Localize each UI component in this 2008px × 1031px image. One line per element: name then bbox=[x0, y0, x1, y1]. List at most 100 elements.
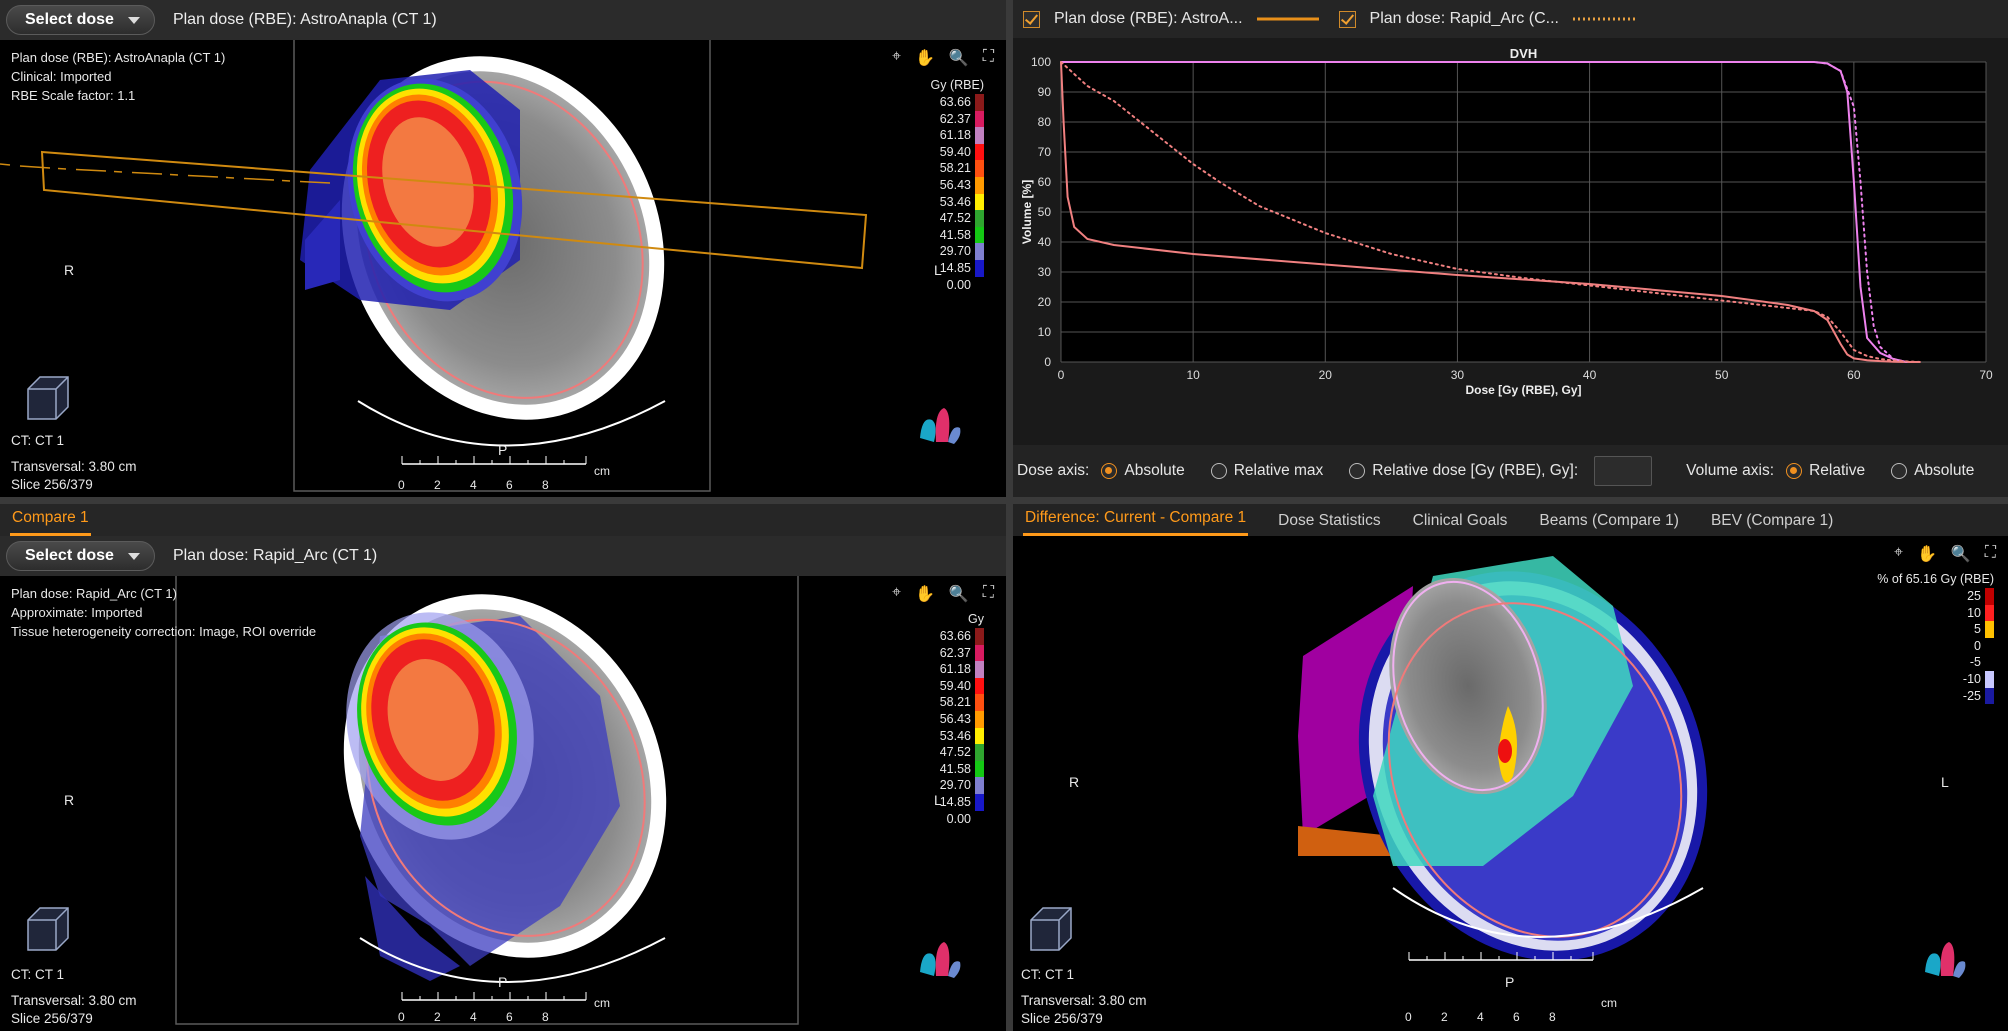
tab-beams[interactable]: Beams (Compare 1) bbox=[1539, 512, 1679, 529]
select-dose-dropdown[interactable]: Select dose bbox=[6, 5, 155, 35]
zoom-icon[interactable]: 🔍 bbox=[1950, 546, 1971, 563]
dose-option-absolute[interactable]: Absolute bbox=[1101, 462, 1185, 480]
series-2-checkbox[interactable] bbox=[1338, 10, 1356, 28]
info-line: Approximate: Imported bbox=[11, 605, 143, 620]
radio-volume-absolute[interactable] bbox=[1891, 463, 1908, 479]
primary-dose-view[interactable]: Select dose Plan dose (RBE): AstroAnapla… bbox=[0, 0, 1006, 497]
radio-dose-relative-dose[interactable] bbox=[1349, 463, 1366, 479]
legend-rows: 63.66 62.37 61.18 59.40 58.21 56.43 53.46 47.52… bbox=[931, 94, 984, 294]
legend-swatch bbox=[975, 677, 984, 695]
radio-dose-relative-max[interactable] bbox=[1210, 463, 1227, 479]
fit-expand-icon[interactable]: ⛶ bbox=[982, 48, 994, 65]
fit-expand-icon[interactable]: ⛶ bbox=[982, 584, 994, 601]
legend-swatch bbox=[975, 710, 984, 728]
tab-difference[interactable]: Difference: Current - Compare 1 bbox=[1023, 509, 1249, 536]
legend-value: -10 bbox=[1962, 671, 1981, 686]
couch-arc bbox=[359, 937, 666, 983]
info-line: Plan dose: Rapid_Arc (CT 1) bbox=[11, 586, 177, 601]
vertical-splitter[interactable] bbox=[1006, 0, 1013, 1031]
select-dose-dropdown[interactable]: Select dose bbox=[6, 541, 155, 571]
compare-view-toolbar: Select dose Plan dose: Rapid_Arc (CT 1) bbox=[0, 536, 1006, 576]
relative-dose-input[interactable] bbox=[1594, 456, 1653, 486]
legend-row: 0 bbox=[1877, 637, 1994, 655]
x-tick-label: 70 bbox=[1979, 368, 1993, 382]
pan-hand-icon[interactable]: ✋ bbox=[914, 586, 935, 603]
dvh-chart[interactable]: 0 10 20 30 40 50 60 70 0 10 20 30 40 50 60 70 80 90 100 DVH… bbox=[1013, 40, 2008, 445]
ct-slice-image[interactable] bbox=[0, 40, 1006, 497]
pan-hand-icon[interactable]: ✋ bbox=[914, 50, 935, 67]
transversal-label: Transversal: 3.80 cm bbox=[11, 459, 137, 474]
horizontal-splitter[interactable] bbox=[0, 497, 2008, 504]
legend-row: 58.21 bbox=[931, 160, 984, 177]
dose-option-relative-max[interactable]: Relative max bbox=[1210, 462, 1323, 480]
option-label: Relative bbox=[1809, 462, 1866, 479]
legend-row: 63.66 bbox=[931, 94, 984, 111]
difference-view[interactable]: Difference: Current - Compare 1 Dose Sta… bbox=[1013, 504, 2008, 1031]
y-tick-label: 80 bbox=[1038, 115, 1052, 129]
orientation-cube-icon[interactable] bbox=[1025, 904, 1077, 956]
scale-bar bbox=[1408, 952, 1594, 961]
zoom-icon[interactable]: 🔍 bbox=[948, 586, 969, 603]
compare-dose-view[interactable]: Compare 1 Select dose Plan dose: Rapid_A… bbox=[0, 504, 1006, 1031]
couch-arc bbox=[357, 400, 666, 447]
tab-compare-1[interactable]: Compare 1 bbox=[10, 509, 91, 536]
info-line: Tissue heterogeneity correction: Image, … bbox=[11, 624, 317, 639]
difference-positive-10 bbox=[1498, 739, 1512, 763]
radio-dose-absolute[interactable] bbox=[1101, 463, 1118, 479]
legend-swatch bbox=[975, 727, 984, 745]
legend-value: 58.21 bbox=[939, 695, 971, 710]
legend-value: 58.21 bbox=[939, 161, 971, 176]
ct-slice-image[interactable] bbox=[0, 576, 1006, 1031]
fit-expand-icon[interactable]: ⛶ bbox=[1984, 544, 1996, 561]
legend-row: 62.37 bbox=[940, 644, 984, 662]
legend-row: 56.43 bbox=[931, 176, 984, 194]
legend-value: 0.00 bbox=[946, 811, 971, 826]
tab-bev[interactable]: BEV (Compare 1) bbox=[1710, 512, 1834, 529]
chart-title: DVH bbox=[1510, 46, 1537, 61]
legend-row: 41.58 bbox=[931, 226, 984, 244]
series-1-checkbox[interactable] bbox=[1023, 10, 1040, 28]
crosshair-tool-icon[interactable]: ⌖ bbox=[1893, 544, 1903, 561]
crosshair-tool-icon[interactable]: ⌖ bbox=[891, 48, 901, 65]
tab-clinical-goals[interactable]: Clinical Goals bbox=[1412, 512, 1508, 529]
volume-option-relative[interactable]: Relative bbox=[1786, 462, 1865, 480]
scale-tick: 8 bbox=[1549, 1010, 1556, 1024]
legend-value: 25 bbox=[1967, 589, 1981, 603]
x-tick-label: 10 bbox=[1186, 368, 1200, 382]
legend-swatch bbox=[975, 160, 984, 177]
legend-swatch bbox=[975, 110, 984, 128]
legend-row: 62.37 bbox=[931, 110, 984, 128]
option-label: Absolute bbox=[1124, 462, 1185, 479]
legend-row: -5 bbox=[1877, 654, 1994, 671]
legend-row: 0.00 bbox=[940, 810, 984, 828]
scale-tick: 4 bbox=[470, 1010, 477, 1024]
legend-swatch bbox=[975, 226, 984, 244]
scale-tick: 0 bbox=[398, 478, 405, 492]
orientation-cube-icon[interactable] bbox=[22, 904, 74, 956]
zoom-icon[interactable]: 🔍 bbox=[948, 50, 969, 67]
legend-swatch bbox=[1985, 637, 1994, 655]
body-contour bbox=[1387, 602, 1683, 938]
tab-dose-statistics[interactable]: Dose Statistics bbox=[1278, 512, 1381, 529]
app-logo-icon bbox=[920, 408, 961, 444]
pan-hand-icon[interactable]: ✋ bbox=[1916, 546, 1937, 563]
legend-swatch bbox=[1985, 670, 1994, 688]
difference-image[interactable] bbox=[1013, 536, 2008, 1031]
radio-volume-relative[interactable] bbox=[1786, 463, 1803, 479]
legend-value: 41.58 bbox=[939, 761, 971, 776]
y-tick-label: 60 bbox=[1038, 175, 1052, 189]
scale-bar bbox=[401, 992, 587, 1001]
target-contour bbox=[1392, 580, 1544, 792]
info-line: Plan dose (RBE): AstroAnapla (CT 1) bbox=[11, 50, 226, 65]
crosshair-tool-icon[interactable]: ⌖ bbox=[891, 584, 901, 601]
legend-row: 14.85 bbox=[940, 793, 984, 811]
legend-row: 61.18 bbox=[940, 661, 984, 678]
volume-option-absolute[interactable]: Absolute bbox=[1891, 462, 1974, 480]
legend-value: 62.37 bbox=[939, 111, 971, 126]
orientation-cube-icon[interactable] bbox=[22, 373, 74, 425]
legend-swatch bbox=[975, 760, 984, 778]
legend-value: 63.66 bbox=[939, 629, 971, 643]
dose-option-relative-dose[interactable]: Relative dose [Gy (RBE), Gy]: bbox=[1349, 462, 1578, 480]
legend-value: 0.00 bbox=[946, 277, 971, 292]
